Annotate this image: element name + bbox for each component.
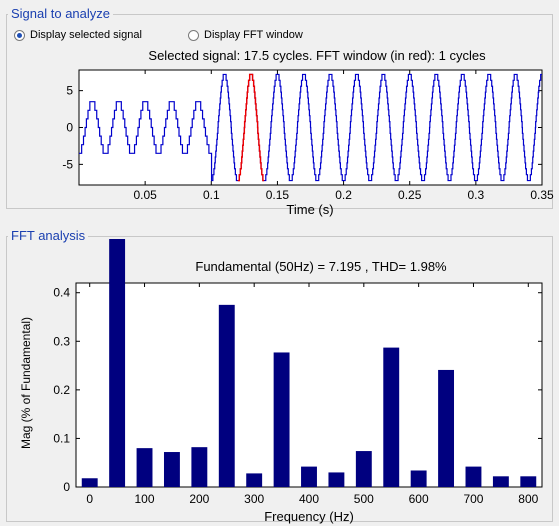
fft-plot-area [75, 282, 543, 488]
fft-bar-150hz [163, 452, 180, 487]
fft-y-tick-label: 0.2 [53, 383, 70, 397]
signal-x-tick-label: 0.15 [266, 188, 290, 202]
signal-group-frame [6, 14, 553, 209]
fft-y-tick-label: 0.1 [53, 431, 70, 445]
fft-chart: Fundamental (50Hz) = 7.195 , THD= 1.98% … [19, 239, 543, 524]
radio-unselected-indicator [188, 29, 199, 41]
signal-x-tick-label: 0.1 [203, 188, 220, 202]
signal-y-tick-label: 0 [66, 121, 73, 135]
signal-y-tick-label: 5 [66, 84, 73, 98]
signal-x-tick-label: 0.35 [530, 188, 554, 202]
fft-bar-300hz [246, 473, 263, 487]
fft-bar-800hz [520, 476, 537, 487]
fft-x-tick-label: 500 [354, 492, 374, 506]
fft-window-series-line [237, 73, 265, 182]
signal-x-tick-label: 0.3 [468, 188, 485, 202]
signal-chart: Selected signal: 17.5 cycles. FFT window… [62, 48, 554, 217]
fft-bar-50hz [109, 239, 126, 487]
signal-chart-title: Selected signal: 17.5 cycles. FFT window… [148, 48, 486, 63]
display-selected-signal-label: Display selected signal [30, 29, 142, 41]
fft-x-axis-label: Frequency (Hz) [264, 509, 354, 524]
signal-x-tick-label: 0.05 [133, 188, 157, 202]
signal-group-title: Signal to analyze [8, 7, 114, 21]
fft-x-tick-label: 800 [518, 492, 538, 506]
fft-chart-title: Fundamental (50Hz) = 7.195 , THD= 1.98% [195, 259, 447, 274]
fft-y-tick-label: 0.3 [53, 334, 70, 348]
fft-group-title: FFT analysis [8, 229, 89, 243]
fft-bar-100hz [136, 448, 153, 487]
fft-x-tick-label: 100 [135, 492, 155, 506]
fft-x-tick-label: 600 [409, 492, 429, 506]
display-fft-window-radio[interactable]: Display FFT window [188, 29, 303, 41]
fft-x-tick-label: 400 [299, 492, 319, 506]
signal-x-tick-label: 0.2 [335, 188, 352, 202]
signal-x-axis-label: Time (s) [286, 202, 333, 217]
fft-bar-350hz [273, 352, 290, 487]
fft-bar-750hz [492, 476, 509, 487]
signal-series-line [79, 73, 542, 182]
fft-bar-600hz [410, 470, 427, 487]
fft-y-tick-label: 0 [63, 480, 70, 494]
signal-x-tick-label: 0.25 [398, 188, 422, 202]
fft-bar-650hz [438, 369, 455, 487]
fft-bar-0hz [81, 478, 98, 487]
fft-x-tick-label: 0 [86, 492, 93, 506]
fft-x-tick-label: 300 [244, 492, 264, 506]
fft-y-axis-label: Mag (% of Fundamental) [19, 317, 33, 449]
fft-bar-500hz [355, 451, 372, 487]
fft-bar-250hz [218, 304, 235, 487]
fft-bar-400hz [301, 466, 317, 487]
fft-bar-550hz [383, 347, 400, 487]
radio-selected-indicator [14, 29, 25, 41]
fft-x-tick-label: 700 [463, 492, 483, 506]
fft-y-tick-label: 0.4 [53, 286, 70, 300]
fft-group-frame [6, 236, 553, 522]
display-fft-window-label: Display FFT window [204, 29, 303, 41]
fft-bar-450hz [328, 472, 345, 487]
display-selected-signal-radio[interactable]: Display selected signal [14, 29, 142, 41]
fft-x-tick-label: 200 [189, 492, 209, 506]
fft-bar-200hz [191, 447, 208, 487]
signal-y-tick-label: -5 [62, 157, 73, 171]
fft-bar-700hz [465, 466, 482, 487]
